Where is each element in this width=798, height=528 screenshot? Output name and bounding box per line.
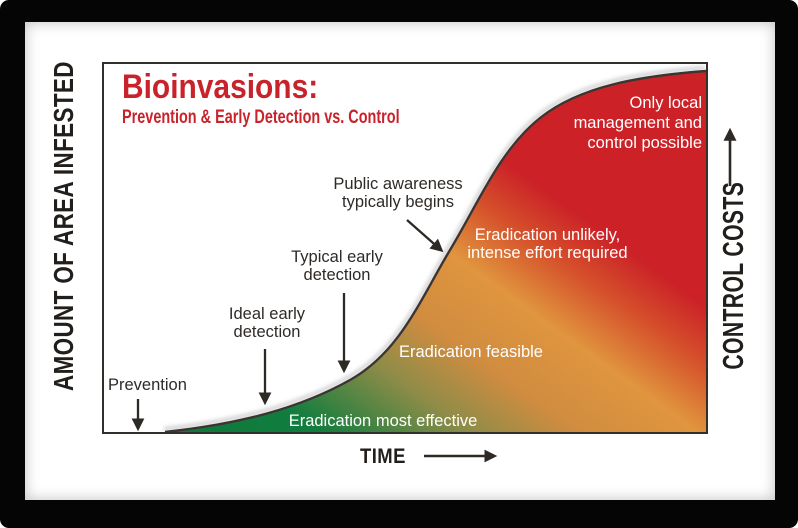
zone-label-only-local-management: Only local management and control possib… [573, 94, 702, 153]
s-curve-chart [164, 69, 706, 432]
chart-title: Bioinvasions: [122, 68, 319, 106]
annotation-public-awareness: Public awareness typically begins [333, 175, 463, 211]
y-axis-label-right: CONTROL COSTS [718, 181, 750, 370]
chart-subtitle: Prevention & Early Detection vs. Control [122, 107, 400, 128]
infestation-area-fill [165, 71, 706, 432]
zone-label-eradication-unlikely: Eradication unlikely, intense effort req… [467, 226, 628, 263]
zone-label-eradication-most-effective: Eradication most effective [288, 412, 478, 430]
x-axis-label: TIME [360, 445, 406, 468]
title-block: Bioinvasions: Prevention & Early Detecti… [122, 70, 487, 127]
y-axis-label-left: AMOUNT OF AREA INFESTED [48, 61, 79, 392]
plot-area [102, 62, 708, 434]
annotation-typical-early-detection: Typical early detection [291, 248, 383, 284]
zone-label-eradication-feasible: Eradication feasible [398, 343, 543, 361]
annotation-prevention: Prevention [108, 376, 187, 394]
annotation-ideal-early-detection: Ideal early detection [228, 305, 306, 341]
s-curve-line [164, 69, 706, 432]
